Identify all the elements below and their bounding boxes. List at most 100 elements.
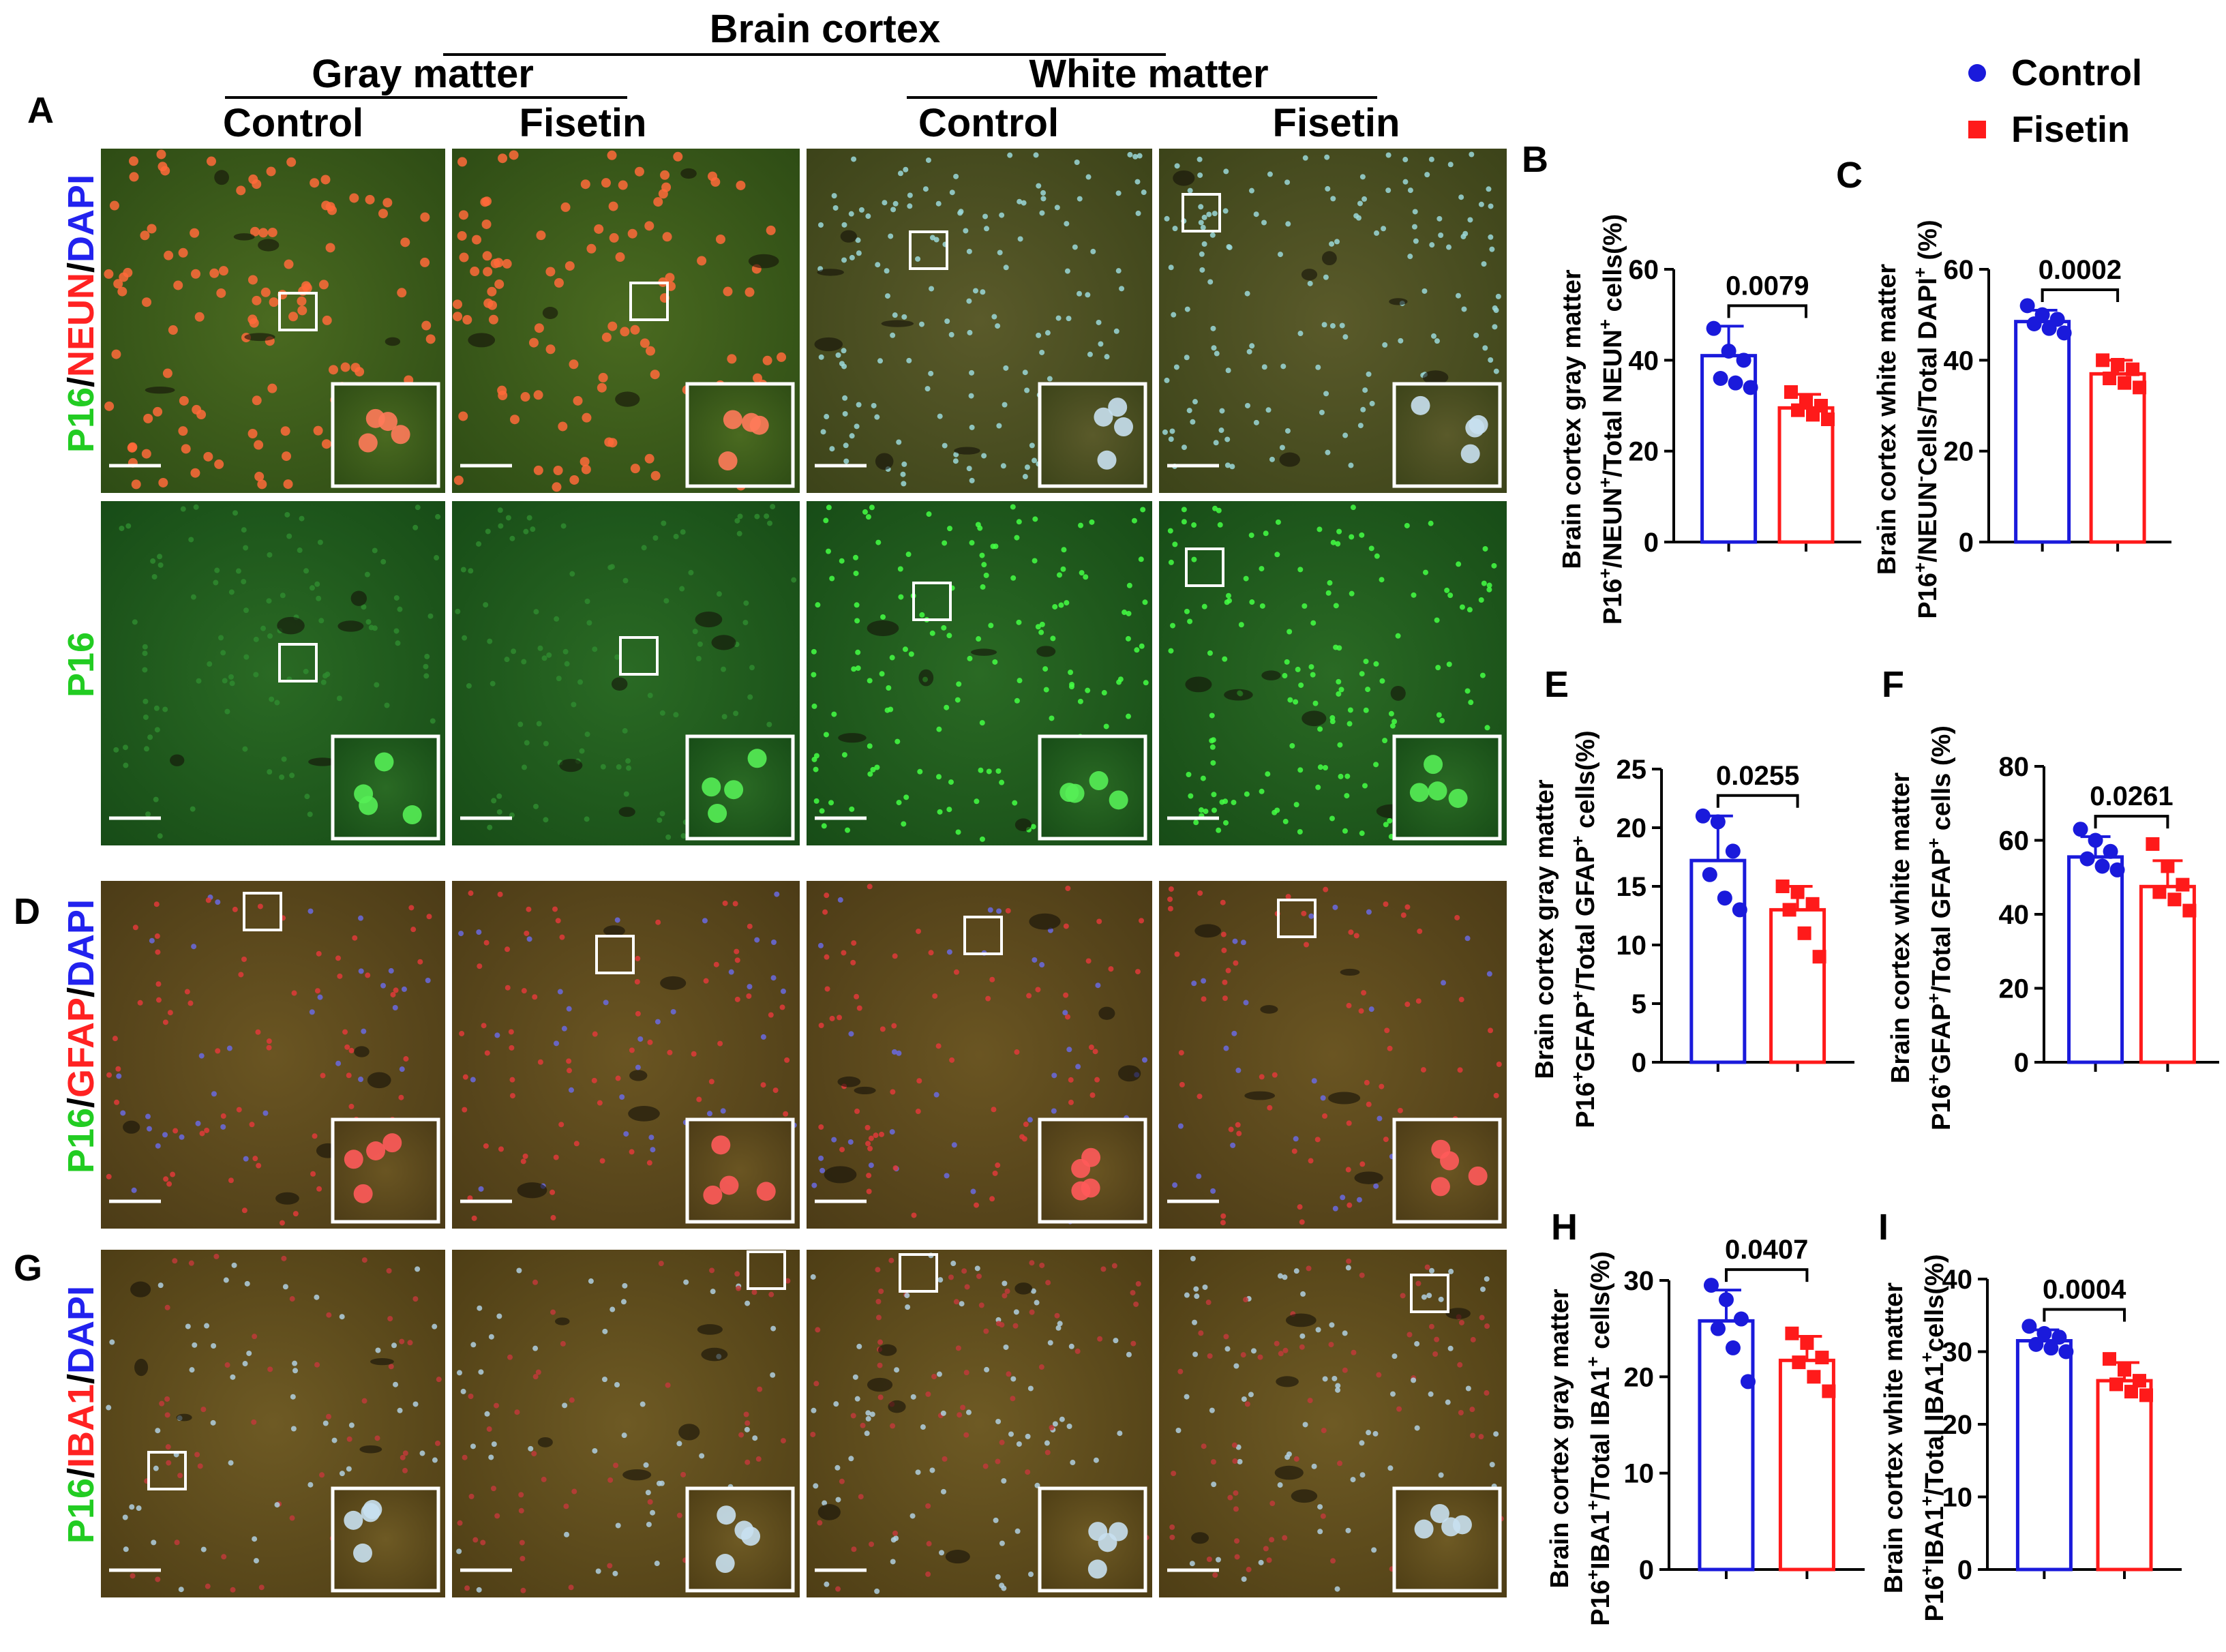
micrograph-cell [1486,586,1492,592]
micrograph-cell [399,1338,405,1345]
micrograph-cell [1169,428,1175,434]
micrograph-cell [1211,807,1217,813]
micrograph-cell [498,153,508,164]
micrograph-cell [1346,1002,1352,1008]
micrograph-cell [963,1432,969,1438]
micrograph-cell [1002,1293,1008,1299]
chart-letter: E [1544,664,1569,705]
inset-cell [366,1141,386,1160]
micrograph-cell [229,680,235,687]
micrograph-cell [142,297,152,307]
micrograph-cell [1447,162,1454,168]
micrograph-cell [607,1477,614,1483]
micrograph-cell [953,173,959,179]
micrograph-cell [1225,367,1231,374]
micrograph-cell [1458,1409,1464,1415]
micrograph-cell [297,305,307,316]
micrograph-cell [491,1441,497,1447]
micrograph-cell [1347,1202,1353,1208]
micrograph-cell [1250,1348,1257,1354]
micrograph-cell [995,1418,1002,1424]
micrograph-cell [779,1004,785,1010]
micrograph-cell [1392,1353,1398,1360]
micrograph-cell [1233,1363,1239,1369]
micrograph-cell [839,558,845,564]
micrograph-cell [1398,337,1404,344]
micrograph-cell [1232,938,1238,944]
micrograph-cell [645,1490,651,1496]
inset-zoom [685,1117,795,1224]
micrograph-cell [1167,528,1173,534]
micrograph-cell [393,595,400,601]
micrograph-cell [901,461,907,467]
micrograph-cell [153,406,163,417]
micrograph-vessel [555,1317,570,1325]
data-point-control [1725,1340,1741,1355]
micrograph-cell [1177,1368,1184,1375]
y-axis-title-segment: + [1595,319,1615,329]
micrograph-cell [1484,725,1490,731]
micrograph-cell [964,1284,970,1290]
micrograph-cell [158,477,168,487]
micrograph-cell [1486,971,1492,977]
micrograph-cell [266,166,276,177]
roi-box [1410,1274,1449,1313]
micrograph-cell [132,925,138,931]
micrograph-cell [524,930,530,936]
y-tick-label: 60 [1944,255,1974,285]
data-point-fisetin [2096,353,2110,367]
micrograph-cell [1310,672,1316,678]
micrograph-vessel [970,648,997,656]
micrograph-cell [1325,590,1332,596]
micrograph-cell [1199,267,1205,273]
micrograph-cell [1096,319,1102,325]
micrograph-cell [811,703,817,709]
micrograph-cell [509,1093,515,1099]
micrograph-cell [991,1107,997,1113]
p-value: 0.0407 [1725,1235,1808,1265]
micrograph-cell [153,705,160,711]
y-tick-label: 0 [1957,1555,1972,1585]
micrograph-cell [1095,982,1101,989]
micrograph-cell [511,648,517,655]
micrograph-cell [1424,1264,1430,1270]
inset-cell [747,749,767,768]
micrograph-cell [304,794,310,800]
micrograph-cell [483,1143,489,1149]
micrograph-cell [1278,1351,1284,1357]
micrograph-cell [969,477,975,483]
micrograph-cell [1142,599,1148,605]
micrograph-cell [1332,904,1338,910]
micrograph-vessel [350,590,367,606]
row-label-segment: DAPI [61,1286,102,1374]
micrograph-cell [933,237,939,243]
micrograph-cell [153,901,160,907]
micrograph-cell [824,414,830,420]
micrograph-cell [380,982,387,989]
chart-letter: B [1522,139,1548,180]
micrograph-cell [1167,905,1173,912]
y-axis-title-segment: cells(%) [1599,214,1627,319]
micrograph-cell [1337,742,1343,748]
micrograph-cell [673,533,679,539]
micrograph-cell [662,232,672,242]
micrograph-cell [1413,238,1419,244]
micrograph-vessel [542,307,558,319]
data-point-fisetin [1805,897,1820,911]
y-axis-title-segment: + [1582,1570,1603,1580]
micrograph-cell [122,745,128,751]
micrograph-cell [244,1280,250,1287]
micrograph-cell [626,765,632,771]
micrograph-cell [848,1456,854,1462]
micrograph-cell [1134,179,1141,185]
micrograph-cell [1325,449,1331,455]
micrograph-cell [1164,215,1170,222]
micrograph-cell [137,1000,143,1006]
micrograph-cell [937,1277,944,1283]
y-axis-title-segment: /Total GFAP [1571,846,1600,991]
micrograph-cell [601,1377,607,1383]
y-axis-title-segment: + [1923,993,1944,1003]
micrograph-cell [1336,645,1342,651]
micrograph-cell [403,1056,409,1062]
micrograph-cell [1308,913,1314,919]
